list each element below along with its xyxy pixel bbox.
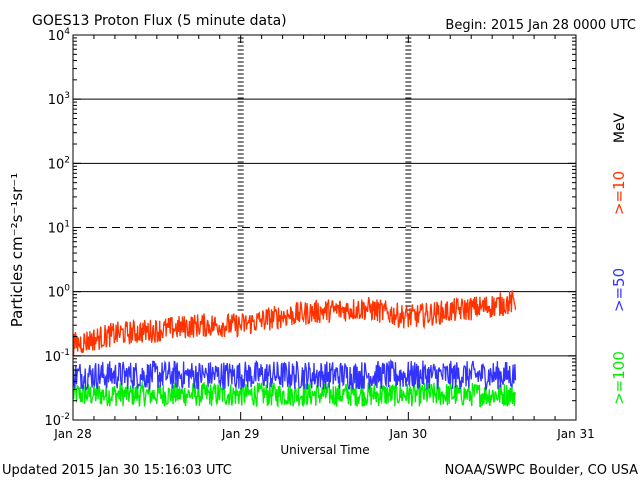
chart-title: GOES13 Proton Flux (5 minute data) [32, 13, 287, 29]
y-tick-label: 102 [48, 155, 70, 172]
legend-ge10: >=10 [610, 171, 628, 215]
y-tick-label: 10-1 [44, 348, 70, 365]
y-tick-label: 10-2 [44, 412, 70, 429]
begin-time: Begin: 2015 Jan 28 0000 UTC [445, 18, 636, 33]
grid-lines [73, 98, 576, 357]
y-tick-label: 104 [48, 27, 71, 44]
y-tick-label: 100 [48, 284, 71, 301]
legend-unit: MeV [612, 112, 628, 143]
x-tick-label: Jan 29 [221, 427, 260, 441]
legend-ge50: >=50 [610, 268, 628, 312]
updated-timestamp: Updated 2015 Jan 30 15:16:03 UTC [2, 463, 232, 478]
series-line-2 [72, 380, 517, 408]
series-line-0 [72, 290, 517, 357]
y-tick-label: 103 [48, 91, 70, 108]
y-tick-label: 101 [48, 220, 70, 237]
y-axis-ticks: 104 103 102 101 100 10-1 10-2 [44, 27, 576, 429]
credit-text: NOAA/SWPC Boulder, CO USA [445, 463, 638, 478]
legend-ge100: >=100 [610, 351, 628, 405]
x-axis-label: Universal Time [280, 443, 369, 457]
series-line-1 [72, 358, 517, 392]
data-series [72, 290, 517, 408]
x-axis-ticks: Jan 28 Jan 29 Jan 30 Jan 31 [53, 35, 595, 441]
x-tick-label: Jan 30 [389, 427, 428, 441]
x-tick-label: Jan 31 [556, 427, 595, 441]
x-tick-label: Jan 28 [53, 427, 92, 441]
y-axis-label: Particles cm⁻²s⁻¹sr⁻¹ [8, 173, 26, 327]
